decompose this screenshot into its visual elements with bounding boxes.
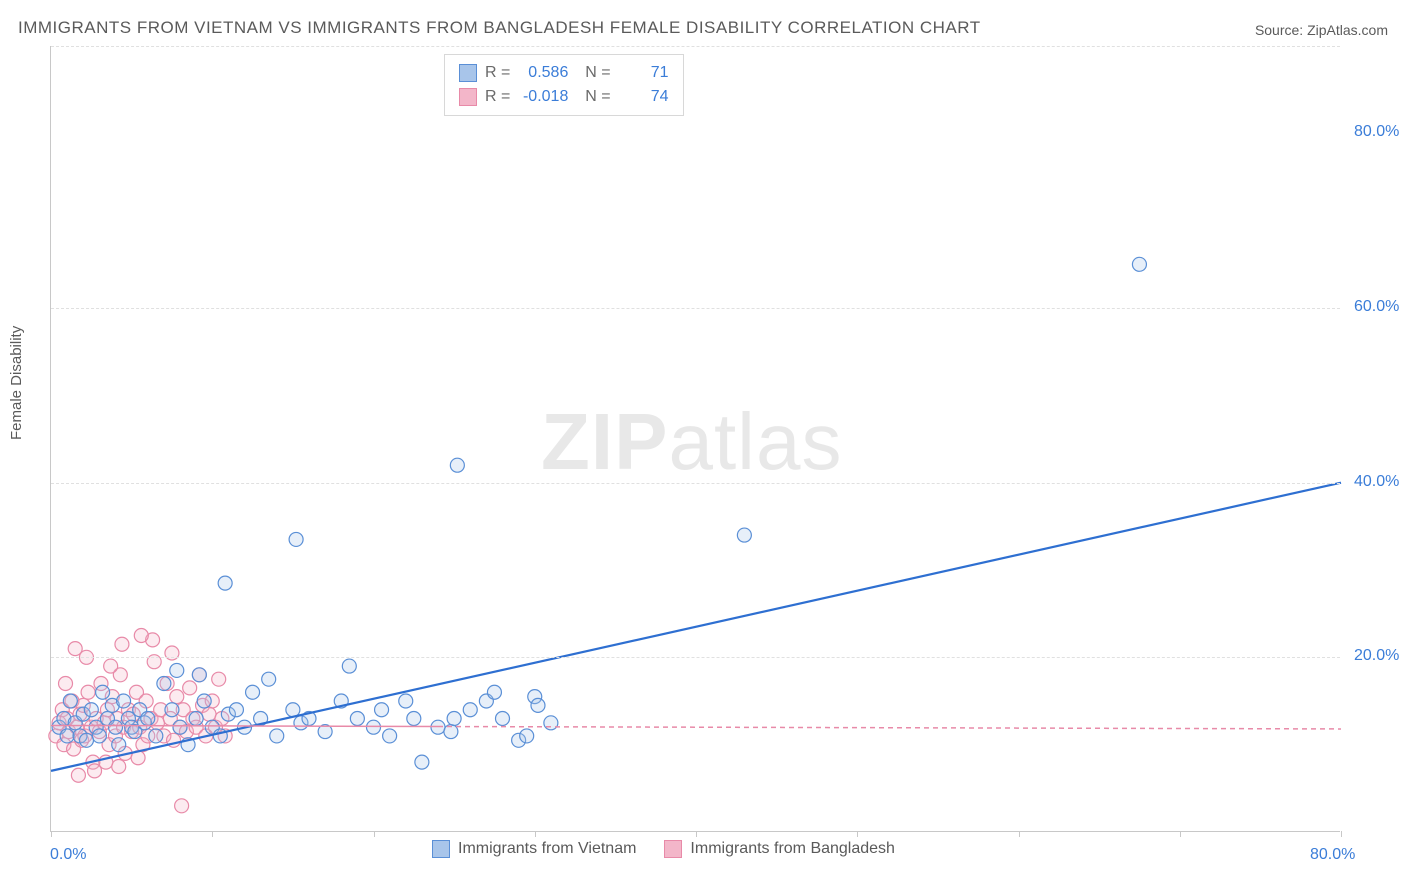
legend-stats-row-0: R = 0.586 N = 71 xyxy=(459,61,669,85)
x-tick-label: 0.0% xyxy=(50,846,86,864)
plot-area: ZIPatlas xyxy=(50,46,1340,832)
chart-svg xyxy=(51,46,1340,831)
legend-item-bangladesh: Immigrants from Bangladesh xyxy=(664,840,895,858)
legend-stats: R = 0.586 N = 71 R = -0.018 N = 74 xyxy=(444,54,684,116)
swatch-vietnam-icon xyxy=(432,840,450,858)
y-tick-label: 60.0% xyxy=(1354,298,1399,316)
x-tick-label: 80.0% xyxy=(1310,846,1355,864)
source-attribution: Source: ZipAtlas.com xyxy=(1255,22,1388,38)
stat-R-label: R = xyxy=(485,64,510,82)
swatch-bangladesh xyxy=(459,88,477,106)
y-tick-label: 40.0% xyxy=(1354,473,1399,491)
legend-item-vietnam: Immigrants from Vietnam xyxy=(432,840,636,858)
legend-series: Immigrants from Vietnam Immigrants from … xyxy=(432,840,895,858)
swatch-bangladesh-icon xyxy=(664,840,682,858)
swatch-vietnam xyxy=(459,64,477,82)
stat-R-val-1: -0.018 xyxy=(518,88,568,106)
y-tick-label: 80.0% xyxy=(1354,123,1399,141)
stat-N-val-1: 74 xyxy=(619,88,669,106)
stat-N-label: N = xyxy=(576,88,610,106)
y-tick-label: 20.0% xyxy=(1354,647,1399,665)
stat-R-val-0: 0.586 xyxy=(518,64,568,82)
legend-label-bangladesh: Immigrants from Bangladesh xyxy=(690,840,895,858)
legend-stats-row-1: R = -0.018 N = 74 xyxy=(459,85,669,109)
legend-label-vietnam: Immigrants from Vietnam xyxy=(458,840,636,858)
stat-N-label: N = xyxy=(576,64,610,82)
stat-N-val-0: 71 xyxy=(619,64,669,82)
chart-title: IMMIGRANTS FROM VIETNAM VS IMMIGRANTS FR… xyxy=(18,18,981,38)
y-axis-label: Female Disability xyxy=(8,326,25,440)
stat-R-label: R = xyxy=(485,88,510,106)
